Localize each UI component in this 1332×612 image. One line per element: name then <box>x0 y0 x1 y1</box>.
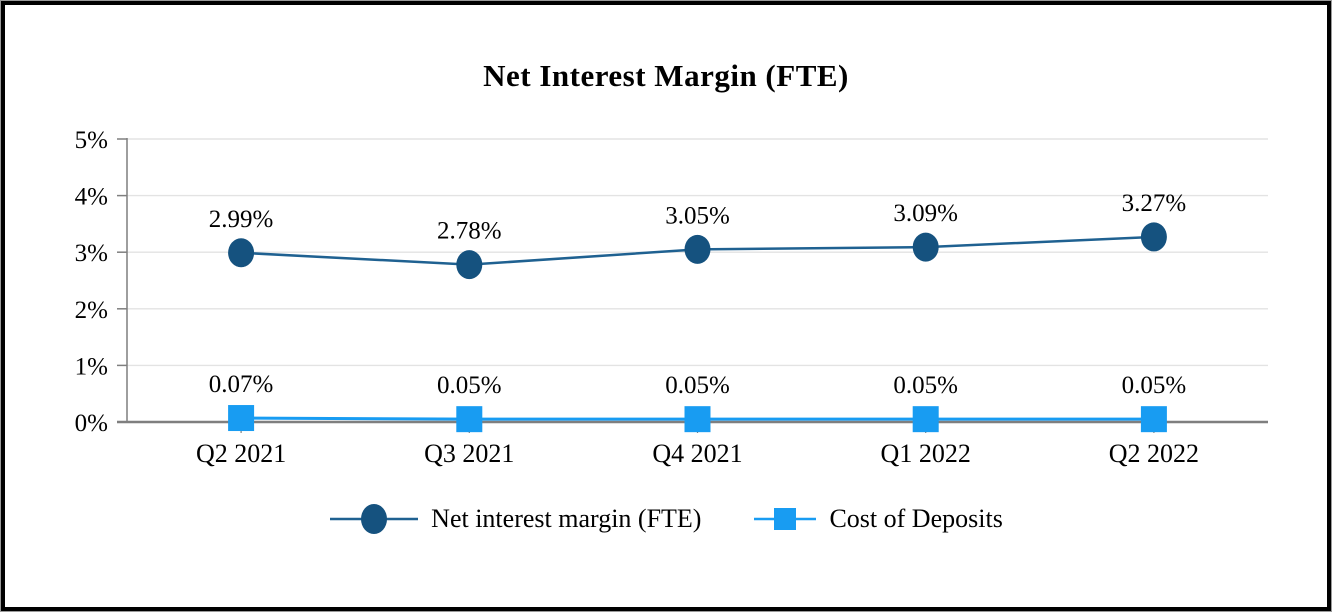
chart-title: Net Interest Margin (FTE) <box>483 58 849 93</box>
square-marker-icon <box>754 508 817 530</box>
x-category-label: Q1 2022 <box>881 439 971 468</box>
data-point-marker-circle <box>456 250 483 280</box>
data-point-label: 0.05% <box>437 372 502 399</box>
chart-legend: Net interest margin (FTE) Cost of Deposi… <box>0 503 1332 535</box>
x-category-label: Q3 2021 <box>424 439 514 468</box>
circle-marker-icon <box>330 504 419 534</box>
data-point-marker-circle <box>1140 222 1167 252</box>
data-point-label: 0.05% <box>1122 372 1187 399</box>
data-point-marker-square <box>912 406 939 433</box>
y-axis-tick-label: 4% <box>75 184 108 211</box>
data-point-label: 0.05% <box>893 372 958 399</box>
data-point-marker-circle <box>684 234 711 264</box>
y-axis-tick-label: 0% <box>75 410 108 437</box>
data-point-marker-circle <box>228 238 255 268</box>
legend-label-net-interest-margin: Net interest margin (FTE) <box>431 504 702 533</box>
y-axis-tick-label: 2% <box>75 297 108 324</box>
data-point-marker-circle <box>912 232 939 262</box>
data-point-label: 3.05% <box>665 202 730 229</box>
y-axis-tick-label: 1% <box>75 353 108 380</box>
legend-item-net-interest-margin: Net interest margin (FTE) <box>329 503 701 535</box>
data-point-label: 2.99% <box>209 206 274 233</box>
x-category-label: Q2 2021 <box>196 439 286 468</box>
x-category-label: Q4 2021 <box>652 439 742 468</box>
data-point-label: 3.09% <box>893 200 958 227</box>
legend-label-cost-of-deposits: Cost of Deposits <box>829 504 1003 533</box>
data-point-marker-square <box>228 405 255 432</box>
x-category-label: Q2 2022 <box>1109 439 1199 468</box>
data-point-label: 0.07% <box>209 371 274 398</box>
legend-item-cost-of-deposits: Cost of Deposits <box>753 503 1003 535</box>
y-axis-tick-label: 3% <box>75 240 108 267</box>
y-axis-tick-label: 5% <box>75 127 108 154</box>
data-point-marker-square <box>684 406 711 433</box>
data-point-label: 3.27% <box>1122 190 1187 217</box>
legend-square-marker <box>774 508 797 530</box>
data-point-label: 2.78% <box>437 218 502 245</box>
legend-circle-marker <box>361 504 388 534</box>
data-point-marker-square <box>456 406 483 433</box>
data-point-marker-square <box>1140 406 1167 433</box>
data-point-label: 0.05% <box>665 372 730 399</box>
